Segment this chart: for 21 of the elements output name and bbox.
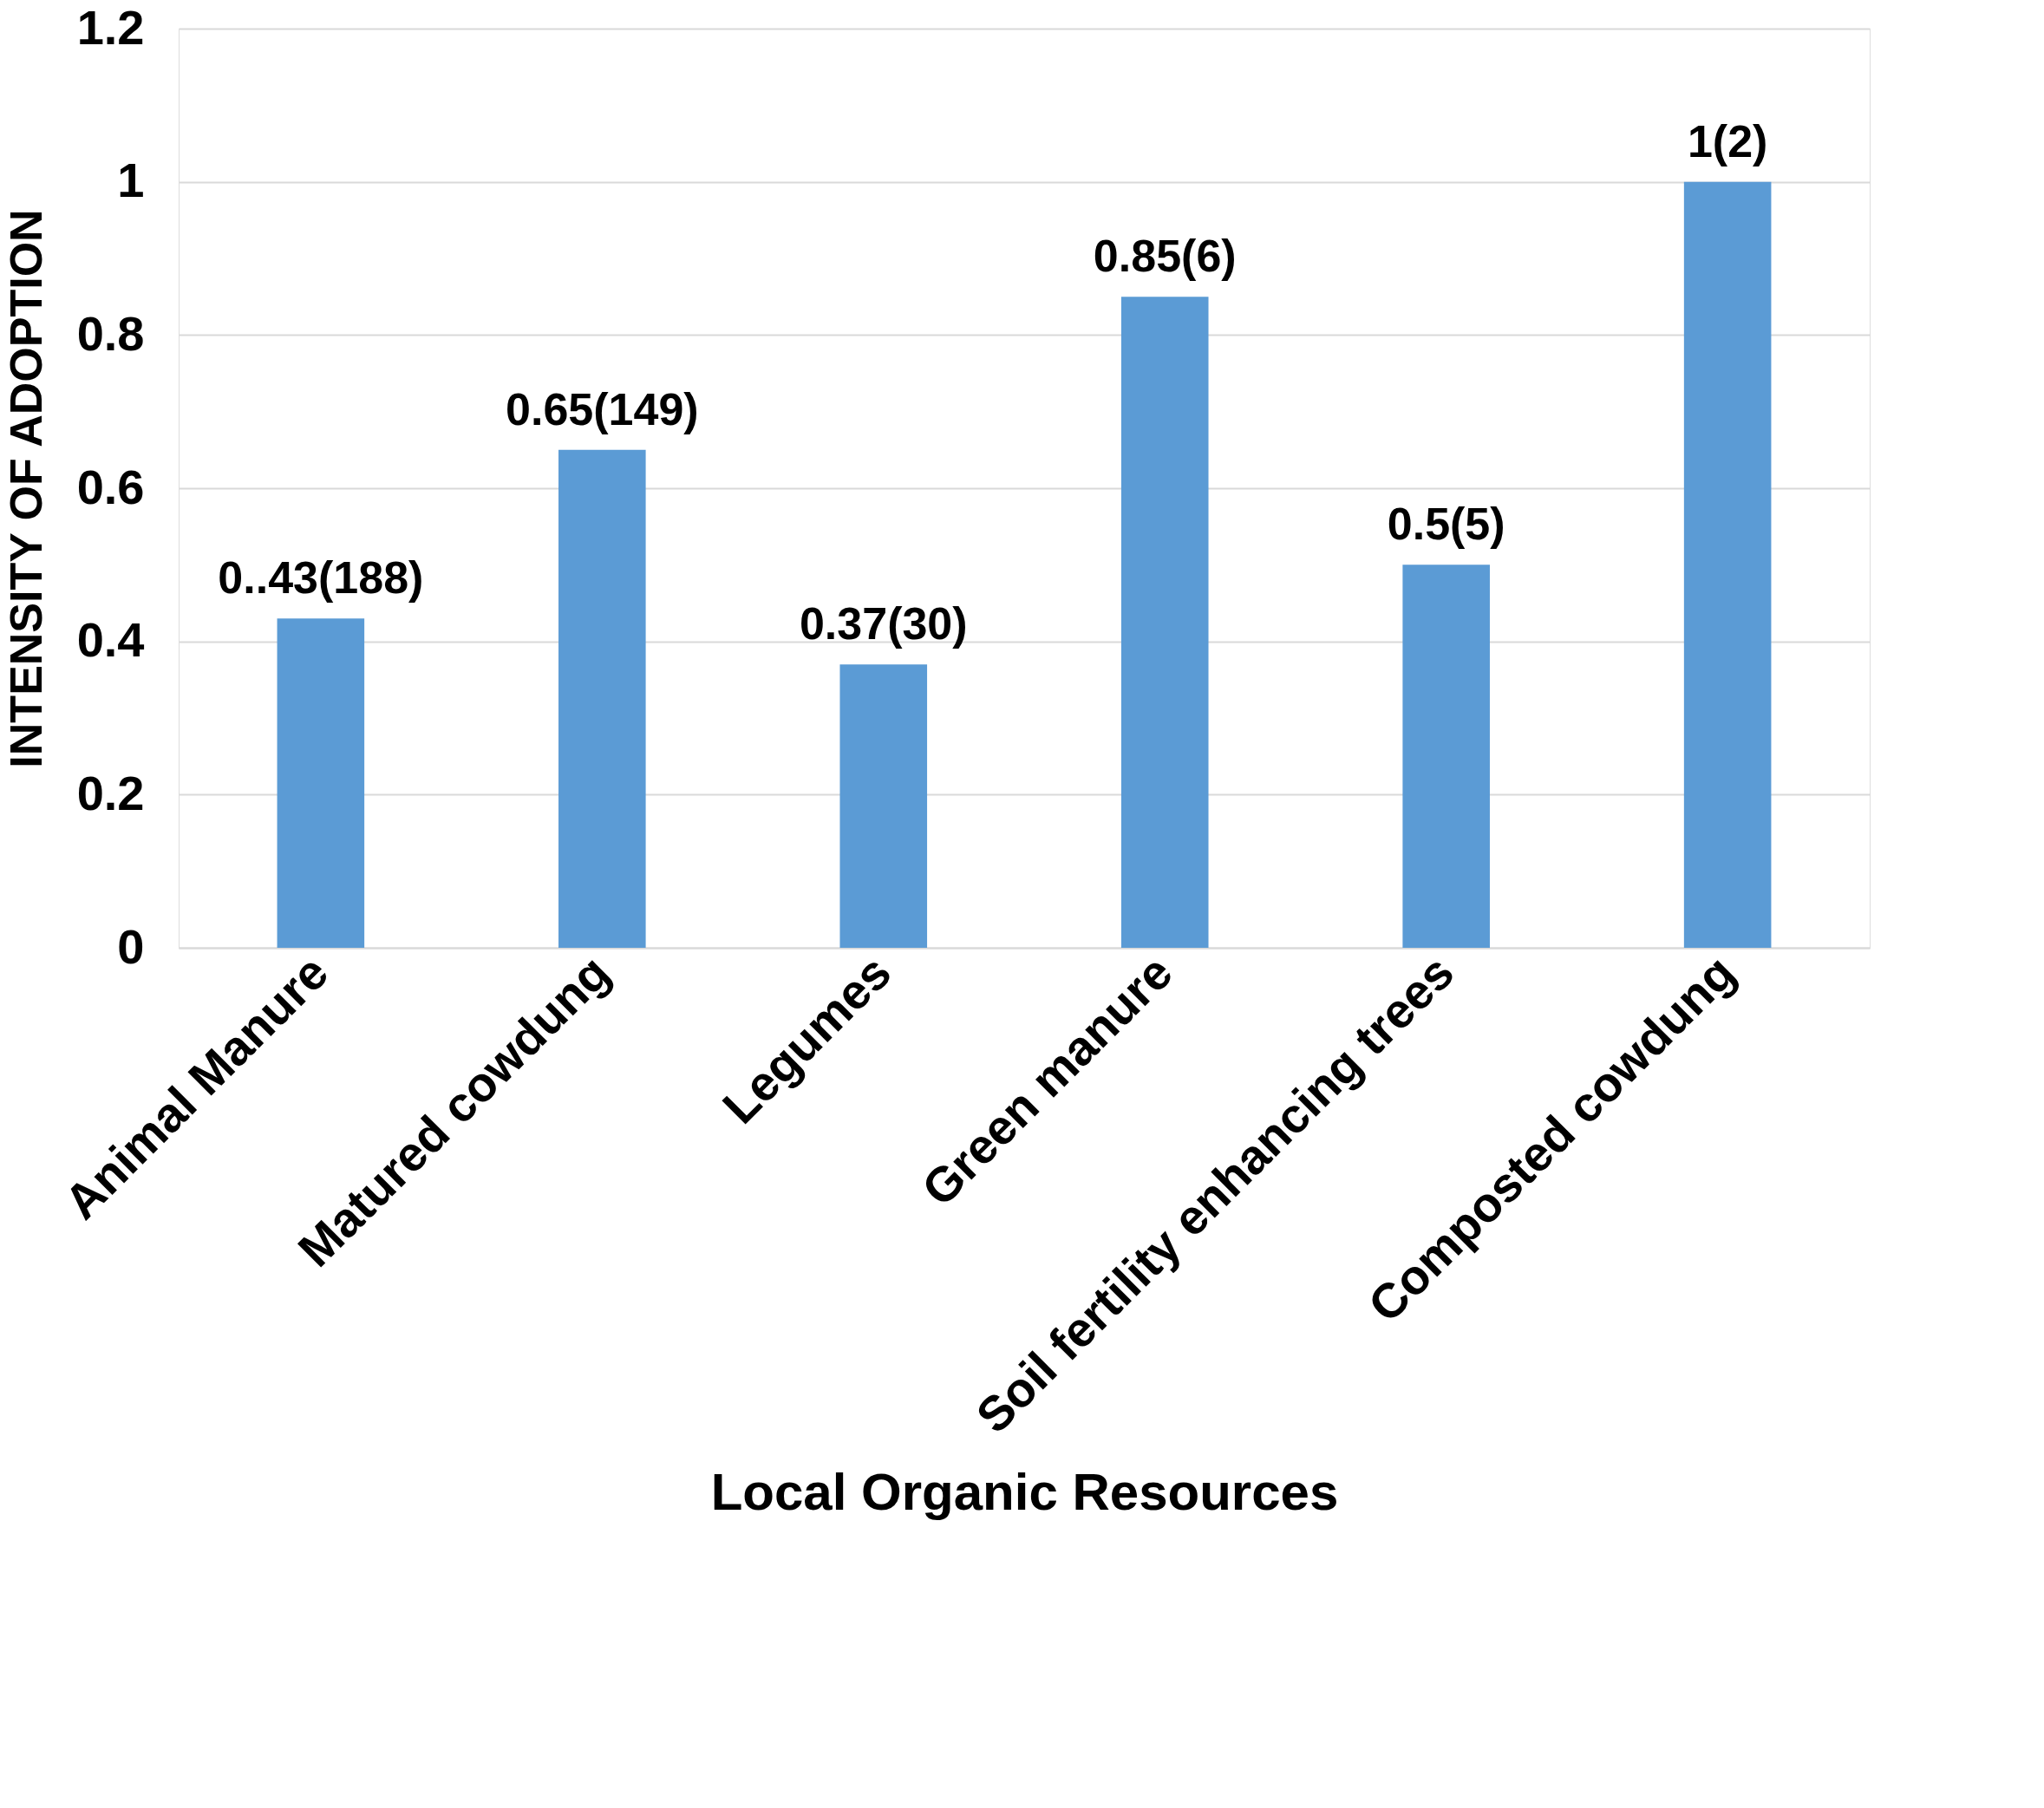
bar (1120, 297, 1209, 948)
y-tick-label: 0.6 (76, 459, 145, 514)
y-tick-label: 0 (117, 918, 145, 974)
data-label: 0.5(5) (1387, 499, 1505, 550)
data-label: 0.37(30) (799, 598, 968, 649)
y-tick-label: 1 (117, 153, 145, 208)
bar (1402, 565, 1490, 948)
data-label: 0.85(6) (1093, 231, 1237, 282)
bar (839, 664, 928, 948)
y-tick-label: 1.2 (76, 0, 145, 55)
x-axis-title: Local Organic Resources (710, 1462, 1339, 1521)
data-label: 1(2) (1687, 115, 1768, 166)
y-tick-label: 0.8 (76, 305, 145, 361)
bar (558, 449, 646, 948)
y-tick-label: 0.4 (76, 612, 145, 668)
data-label: 0.65(149) (506, 383, 699, 434)
bar (277, 618, 365, 948)
y-axis-title: INTENSITY OF ADOPTION (0, 209, 51, 768)
data-label: 0..43(188) (218, 552, 424, 604)
bar (1683, 181, 1772, 948)
y-tick-label: 0.2 (76, 765, 145, 820)
